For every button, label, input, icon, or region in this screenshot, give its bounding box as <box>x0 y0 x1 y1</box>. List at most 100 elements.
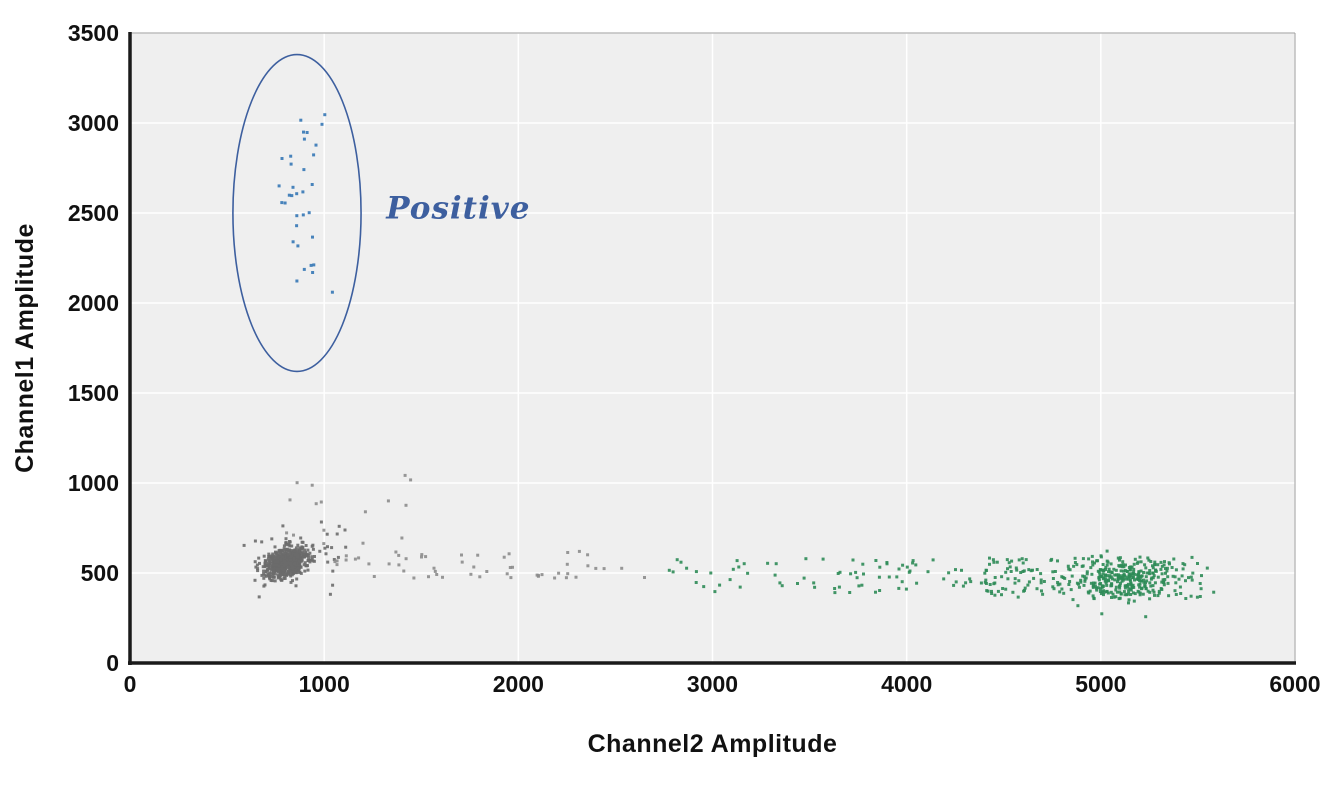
data-point-green-mid <box>988 583 992 586</box>
data-point-green-dense <box>1123 586 1127 590</box>
data-point-green-dense <box>1104 568 1107 571</box>
data-point-negative-core <box>279 554 283 558</box>
data-point-green-dense <box>1154 568 1158 572</box>
data-point-green-sparse <box>675 558 679 562</box>
data-point-negative-core <box>285 558 289 562</box>
data-point-positive-droplets <box>311 271 315 274</box>
data-point-negative-core <box>273 560 277 563</box>
data-point-negative-trail <box>441 575 444 579</box>
data-point-negative-trail <box>602 567 606 571</box>
data-point-negative-halo <box>261 565 265 569</box>
data-point-green-dense <box>1118 574 1122 578</box>
data-point-green-dense <box>1107 567 1111 571</box>
data-point-negative-core <box>291 579 294 583</box>
data-point-negative-core <box>277 566 281 570</box>
data-point-negative-core <box>276 567 279 571</box>
data-point-negative-core <box>272 563 275 567</box>
data-point-green-dense <box>1099 587 1102 591</box>
data-point-green-dense <box>1093 584 1097 588</box>
data-point-green-dense <box>1083 579 1087 583</box>
data-point-green-dense <box>1110 582 1114 586</box>
data-point-negative-core <box>265 562 269 566</box>
data-point-green-sparse <box>895 575 899 579</box>
data-point-green-dense <box>1077 585 1081 589</box>
data-point-negative-core <box>295 577 299 581</box>
data-point-green-dense <box>1098 582 1102 586</box>
data-point-green-mid <box>1051 577 1055 580</box>
data-point-green-sparse <box>931 558 935 562</box>
data-point-green-dense <box>1149 584 1153 588</box>
data-point-positive-droplets <box>302 130 305 134</box>
data-point-green-dense <box>1144 575 1148 579</box>
data-point-green-mid <box>1127 590 1131 594</box>
data-point-green-sparse <box>737 565 741 569</box>
data-point-negative-core <box>269 571 273 575</box>
data-point-green-dense <box>1132 567 1136 571</box>
data-point-green-dense <box>1049 558 1053 562</box>
data-point-green-dense <box>1132 599 1136 603</box>
data-point-green-sparse <box>878 589 882 592</box>
data-point-negative-trail <box>335 563 339 567</box>
data-point-negative-core <box>318 549 322 553</box>
data-point-green-dense <box>1138 591 1142 595</box>
data-point-green-dense <box>1082 575 1086 579</box>
data-point-negative-halo <box>293 561 297 565</box>
data-point-positive-droplets <box>280 201 284 205</box>
data-point-negative-core <box>284 563 288 567</box>
data-point-green-mid <box>1116 556 1120 560</box>
data-point-green-mid <box>1180 574 1184 578</box>
data-point-green-mid <box>1149 560 1153 563</box>
data-point-green-dense <box>1098 573 1102 577</box>
data-point-negative-halo <box>336 555 340 559</box>
data-point-negative-trail <box>420 555 423 559</box>
data-point-green-mid <box>990 592 994 595</box>
data-point-green-mid <box>1039 578 1043 582</box>
data-point-negative-halo <box>308 560 312 564</box>
data-point-green-sparse <box>702 585 706 589</box>
data-point-green-dense <box>1198 582 1202 585</box>
data-point-green-dense <box>1113 573 1117 577</box>
y-tick-label: 3000 <box>68 110 119 136</box>
data-point-negative-halo <box>343 528 347 532</box>
data-point-green-dense <box>1079 578 1083 582</box>
data-point-negative-core <box>272 554 276 558</box>
data-point-green-mid <box>988 556 991 560</box>
data-point-green-sparse <box>926 570 930 574</box>
data-point-negative-core <box>267 565 271 569</box>
data-point-green-dense <box>1148 569 1152 572</box>
data-point-negative-trail <box>594 566 598 570</box>
data-point-green-mid <box>1024 558 1028 562</box>
data-point-green-sparse <box>694 570 698 574</box>
data-point-green-mid <box>1029 569 1033 573</box>
data-point-green-dense <box>1118 586 1122 590</box>
data-point-green-sparse <box>911 561 915 565</box>
data-point-green-dense <box>1131 572 1135 575</box>
data-point-green-dense <box>1147 558 1151 562</box>
data-point-green-sparse <box>679 560 683 564</box>
data-point-green-dense <box>1098 568 1102 572</box>
data-point-green-sparse <box>905 565 909 569</box>
data-point-negative-core <box>268 577 272 581</box>
data-point-green-dense <box>1173 589 1177 593</box>
data-point-negative-core <box>301 540 305 544</box>
data-point-negative-core <box>307 554 310 557</box>
data-point-negative-core <box>297 548 301 552</box>
data-point-green-sparse <box>915 581 919 585</box>
data-point-green-mid <box>1004 587 1008 591</box>
data-point-negative-halo <box>331 583 335 587</box>
data-point-green-dense <box>1089 581 1093 585</box>
data-point-green-sparse <box>766 561 770 565</box>
data-point-green-sparse <box>848 591 852 594</box>
data-point-green-mid <box>1035 587 1039 591</box>
data-point-green-dense <box>1146 556 1150 560</box>
data-point-green-sparse <box>738 585 742 589</box>
data-point-green-dense <box>1166 581 1170 585</box>
data-point-green-mid <box>1072 564 1076 568</box>
data-point-negative-core <box>299 551 303 555</box>
data-point-positive-droplets <box>295 214 299 218</box>
data-point-green-dense <box>1126 592 1130 596</box>
data-point-negative-core <box>288 569 292 573</box>
data-point-green-dense <box>1151 566 1155 570</box>
data-point-green-sparse <box>897 586 901 590</box>
data-point-negative-trail <box>412 576 416 580</box>
